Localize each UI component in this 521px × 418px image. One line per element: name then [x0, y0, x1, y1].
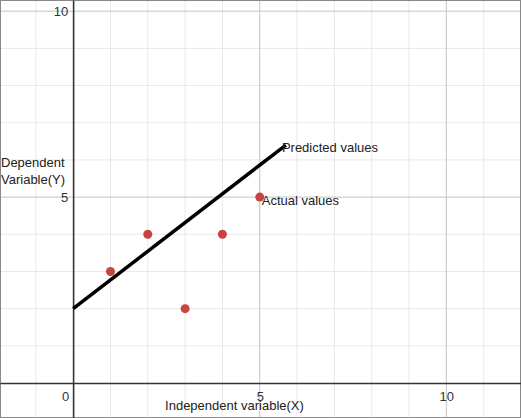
x-axis-line: [1, 383, 521, 385]
minor-grid-line: [0, 48, 521, 49]
minor-grid-line: [334, 0, 335, 418]
minor-grid-line: [110, 0, 111, 418]
y-tick: 5: [61, 190, 73, 205]
point: [181, 304, 190, 313]
y-axis-title: DependentVariable(Y): [1, 155, 65, 187]
x-tick: 10: [440, 383, 454, 404]
minor-grid-line: [0, 345, 521, 346]
grid-line: [0, 11, 521, 12]
series-label: Predicted values: [282, 140, 379, 155]
minor-grid-line: [0, 159, 521, 160]
minor-grid-line: [0, 122, 521, 123]
grid: [0, 0, 521, 418]
minor-grid-line: [0, 234, 521, 235]
x-tick-label: 10: [440, 389, 454, 404]
series-label: Actual values: [262, 193, 340, 208]
grid-line: [446, 0, 447, 418]
minor-grid-line: [297, 0, 298, 418]
line: [73, 145, 286, 309]
y-tick-label: 5: [61, 190, 68, 205]
minor-grid-line: [0, 271, 521, 272]
plot-area: [73, 145, 286, 313]
point: [218, 230, 227, 239]
minor-grid-line: [0, 85, 521, 86]
minor-grid-line: [371, 0, 372, 418]
series-labels: Predicted values Actual values: [262, 140, 379, 208]
grid-line: [73, 0, 74, 418]
y-tick: 10: [54, 4, 73, 19]
minor-grid-line: [409, 0, 410, 418]
plot-frame: [1, 1, 521, 418]
minor-grid-line: [483, 0, 484, 418]
y-tick-label: 10: [54, 4, 68, 19]
y-axis-line: [73, 1, 75, 418]
y-axis: 5 10: [54, 1, 74, 418]
minor-grid-line: [147, 0, 148, 418]
point: [143, 230, 152, 239]
minor-grid-line: [35, 0, 36, 418]
x-tick: 0: [62, 383, 74, 404]
grid-line: [259, 0, 260, 418]
minor-grid-line: [222, 0, 223, 418]
x-tick-label: 0: [62, 389, 69, 404]
x-axis-title: Independent variable(X): [165, 398, 304, 413]
point: [106, 267, 115, 276]
minor-grid-line: [0, 308, 521, 309]
chart: 0510510Predicted valuesActual valuesDepe…: [0, 0, 521, 418]
minor-grid-line: [185, 0, 186, 418]
